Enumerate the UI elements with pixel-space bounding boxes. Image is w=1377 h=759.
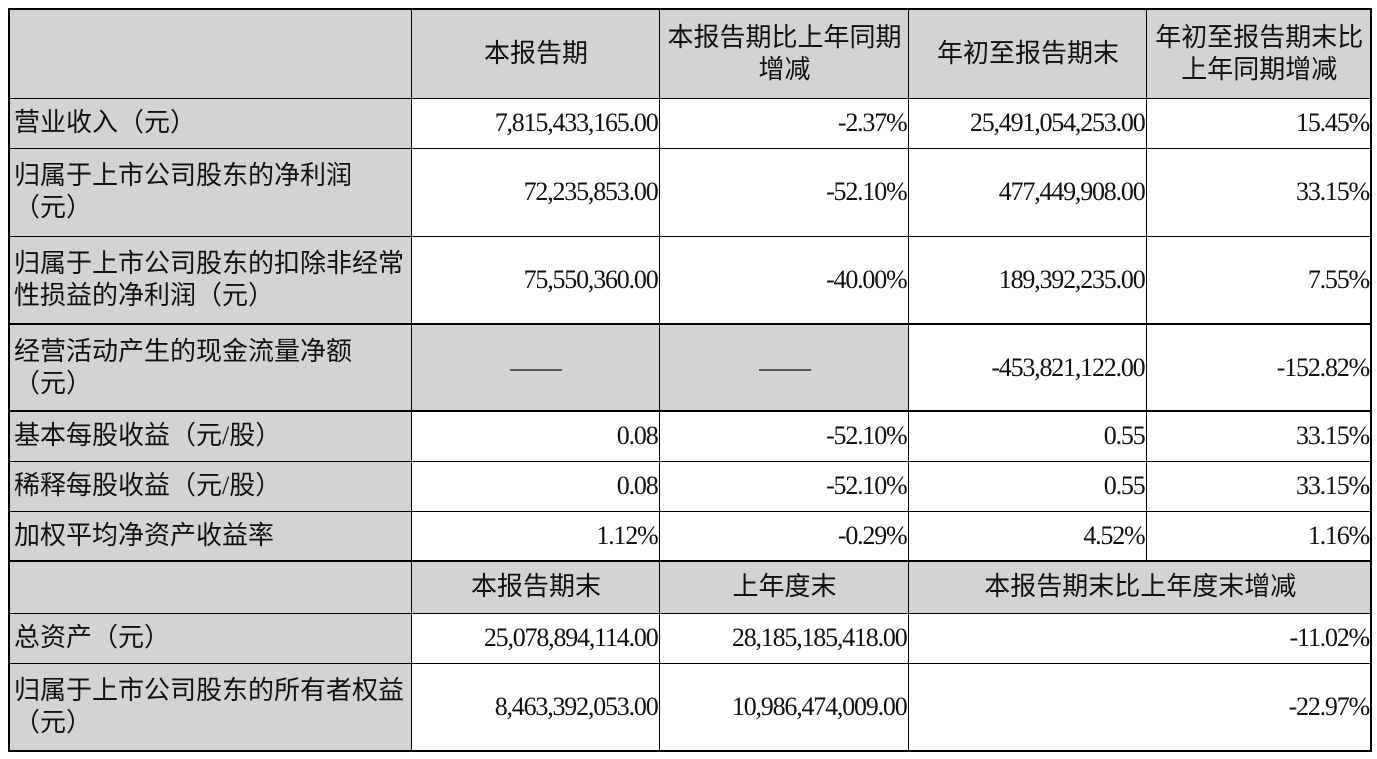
table-row: 加权平均净资产收益率 1.12% -0.29% 4.52% 1.16%	[8, 510, 1372, 562]
header-cell-blank	[8, 8, 412, 99]
row-label: 经营活动产生的现金流量净额（元）	[8, 323, 412, 412]
row-label: 归属于上市公司股东的净利润（元）	[8, 147, 412, 237]
financial-summary-table: 本报告期 本报告期比上年同期增减 年初至报告期末 年初至报告期末比上年同期增减 …	[8, 8, 1372, 752]
header-row-2: 本报告期末 上年度末 本报告期末比上年度末增减	[8, 560, 1372, 614]
row-label: 营业收入（元）	[8, 97, 412, 149]
header-period-end: 本报告期末	[410, 560, 660, 614]
cell: 1.16%	[1145, 510, 1372, 562]
row-label: 稀释每股收益（元/股）	[8, 460, 412, 512]
cell: 25,491,054,253.00	[907, 97, 1147, 149]
cell: 72,235,853.00	[410, 147, 660, 237]
cell: 0.55	[907, 460, 1147, 512]
cell-not-applicable	[410, 323, 660, 412]
table-row: 稀释每股收益（元/股） 0.08 -52.10% 0.55 33.15%	[8, 460, 1372, 512]
cell: 28,185,185,418.00	[658, 612, 909, 664]
cell: -40.00%	[658, 235, 909, 325]
header-ytd: 年初至报告期末	[907, 8, 1147, 99]
cell: -152.82%	[1145, 323, 1372, 412]
header-current-period: 本报告期	[410, 8, 660, 99]
cell: 10,986,474,009.00	[658, 662, 909, 752]
header-row: 本报告期 本报告期比上年同期增减 年初至报告期末 年初至报告期末比上年同期增减	[8, 8, 1372, 99]
cell: 7,815,433,165.00	[410, 97, 660, 149]
cell: 0.08	[410, 410, 660, 462]
header-ytd-yoy: 年初至报告期末比上年同期增减	[1145, 8, 1372, 99]
header-cell-blank	[8, 560, 412, 614]
cell: -52.10%	[658, 147, 909, 237]
table-row: 基本每股收益（元/股） 0.08 -52.10% 0.55 33.15%	[8, 410, 1372, 462]
row-label: 总资产（元）	[8, 612, 412, 664]
table-row: 归属于上市公司股东的扣除非经常性损益的净利润（元） 75,550,360.00 …	[8, 235, 1372, 325]
table-row: 归属于上市公司股东的所有者权益（元） 8,463,392,053.00 10,9…	[8, 662, 1372, 752]
row-label: 加权平均净资产收益率	[8, 510, 412, 562]
dash-mark	[758, 368, 811, 371]
header-prior-year-end: 上年度末	[658, 560, 909, 614]
cell: 33.15%	[1145, 147, 1372, 237]
cell-not-applicable	[658, 323, 909, 412]
header-change-vs-prior-year-end: 本报告期末比上年度末增减	[907, 560, 1372, 614]
cell: -0.29%	[658, 510, 909, 562]
table-row: 营业收入（元） 7,815,433,165.00 -2.37% 25,491,0…	[8, 97, 1372, 149]
cell: -453,821,122.00	[907, 323, 1147, 412]
table-row: 经营活动产生的现金流量净额（元） -453,821,122.00 -152.82…	[8, 323, 1372, 412]
cell: 33.15%	[1145, 460, 1372, 512]
dash-mark	[510, 368, 562, 371]
cell: 0.08	[410, 460, 660, 512]
cell: 7.55%	[1145, 235, 1372, 325]
cell: 0.55	[907, 410, 1147, 462]
cell: -52.10%	[658, 460, 909, 512]
cell: -11.02%	[907, 612, 1372, 664]
cell: 25,078,894,114.00	[410, 612, 660, 664]
cell: 75,550,360.00	[410, 235, 660, 325]
row-label: 基本每股收益（元/股）	[8, 410, 412, 462]
cell: -2.37%	[658, 97, 909, 149]
cell: 189,392,235.00	[907, 235, 1147, 325]
table-row: 归属于上市公司股东的净利润（元） 72,235,853.00 -52.10% 4…	[8, 147, 1372, 237]
row-label: 归属于上市公司股东的所有者权益（元）	[8, 662, 412, 752]
cell: -22.97%	[907, 662, 1372, 752]
cell: 477,449,908.00	[907, 147, 1147, 237]
header-current-yoy: 本报告期比上年同期增减	[658, 8, 909, 99]
cell: -52.10%	[658, 410, 909, 462]
cell: 33.15%	[1145, 410, 1372, 462]
table-row: 总资产（元） 25,078,894,114.00 28,185,185,418.…	[8, 612, 1372, 664]
cell: 4.52%	[907, 510, 1147, 562]
cell: 8,463,392,053.00	[410, 662, 660, 752]
cell: 1.12%	[410, 510, 660, 562]
cell: 15.45%	[1145, 97, 1372, 149]
row-label: 归属于上市公司股东的扣除非经常性损益的净利润（元）	[8, 235, 412, 325]
